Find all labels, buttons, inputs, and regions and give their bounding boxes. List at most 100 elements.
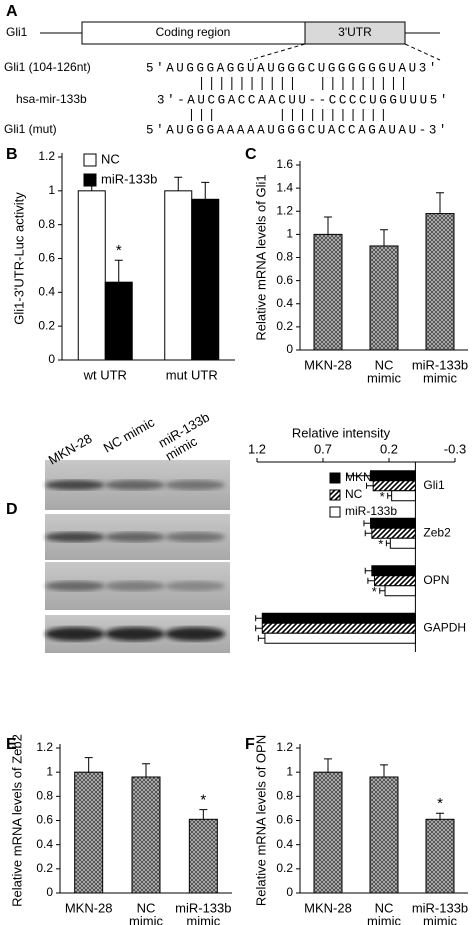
y-tick-label: 0 [286,885,293,899]
y-axis-label: Relative mRNA levels of Gli1 [253,174,268,340]
x-tick-label: NC [375,900,394,915]
legend-swatch [329,489,341,501]
base-pairs [190,77,405,121]
error-bar [387,492,392,499]
row-name: Gli1 (104-126nt) [4,60,91,74]
y-tick-label: 1 [46,764,53,778]
category-label: Gli1 [423,478,445,492]
y-axis-label: Relative mRNA levels of Zeb2 [9,734,24,907]
coding-label: Coding region [156,25,231,39]
bar [425,818,455,894]
x-tick-label: MKN-28 [65,900,113,915]
x-tick-label: wt UTR [83,367,127,382]
bar [74,771,104,894]
x-tick-label: mimic [423,370,457,385]
lane-label: NC mimic [101,414,158,455]
panel-label: C [245,146,257,163]
y-tick-label: 1 [286,227,293,241]
significance: * [116,242,122,259]
error-bar [201,181,210,200]
x-tick-label: -0.3 [444,441,466,456]
blot-band [45,532,105,542]
y-tick-label: 1.4 [276,180,293,194]
bar [191,198,220,361]
legend-swatch [329,472,341,484]
error-bar [255,625,263,632]
error-bar [379,587,386,594]
bar [369,245,399,351]
bar [373,575,416,587]
x-tick-label: miR-133b [175,900,231,915]
bar [77,190,106,361]
x-tick-label: 1.2 [248,441,266,456]
error-bar [363,520,371,527]
error-bar [436,812,444,820]
blot-band [105,480,165,490]
row-name: Gli1 (mut) [4,122,57,136]
error-bar [367,577,375,584]
error-bar [364,530,372,537]
bar [131,776,161,894]
blot-band [45,581,105,591]
x-tick-label: mimic [129,913,163,925]
y-tick-label: 0.6 [276,813,293,827]
x-tick-label: NC [137,900,156,915]
panel-label: F [245,736,255,753]
y-tick-label: 0.2 [276,861,293,875]
gene-name: Gli1 [6,25,28,39]
legend-label: NC [345,487,363,501]
bar [104,281,133,361]
x-tick-label: mut UTR [166,367,218,382]
x-axis-label: Relative intensity [292,425,391,440]
y-tick-label: 0.2 [276,319,293,333]
error-bar [436,192,444,214]
blot-band [105,532,165,542]
y-tick-label: 0.6 [38,251,55,265]
blot-band [45,480,105,490]
blot-band [105,627,165,641]
bar [313,233,343,351]
bar [370,517,416,529]
y-tick-label: 0.4 [36,837,53,851]
legend-label: miR-133b [345,504,397,518]
row-name: hsa-mir-133b [16,92,87,106]
category-label: GAPDH [423,620,466,634]
bar [313,771,343,894]
error-bar [255,615,263,622]
x-tick-label: mimic [367,370,401,385]
y-tick-label: 1 [286,764,293,778]
y-tick-label: 0.4 [38,285,55,299]
y-axis-label: Relative mRNA levels of OPN [253,735,268,906]
x-tick-label: NC [375,357,394,372]
blot-band [165,581,225,591]
y-tick-label: 1.2 [38,149,55,163]
x-tick-label: 0.2 [380,441,398,456]
y-tick-label: 0.2 [36,861,53,875]
y-tick-label: 0 [48,352,55,366]
x-tick-label: miR-133b [412,357,468,372]
panel-label: B [6,146,18,163]
legend-label: miR-133b [101,171,157,186]
error-bar [385,540,391,547]
error-bar [380,764,388,777]
legend-label: MKN-28 [345,470,389,484]
legend-swatch [329,506,341,518]
legend-label: NC [101,151,120,166]
error-bar [366,482,374,489]
panel-label: A [6,3,18,20]
x-tick-label: 0.7 [314,441,332,456]
y-tick-label: 0.8 [36,789,53,803]
bar [261,622,416,634]
panel-label: E [6,736,17,753]
y-tick-label: 0.6 [276,273,293,287]
zoom-line [249,43,306,61]
error-bar [257,635,265,642]
y-tick-label: 1.2 [36,740,53,754]
x-tick-label: mimic [186,913,220,925]
sequence: 5'AUGGGAGGUAUGGGCUGGGGGGUAU3' [146,61,439,75]
significance: * [378,537,383,552]
blot-band [105,581,165,591]
significance: * [372,584,377,599]
